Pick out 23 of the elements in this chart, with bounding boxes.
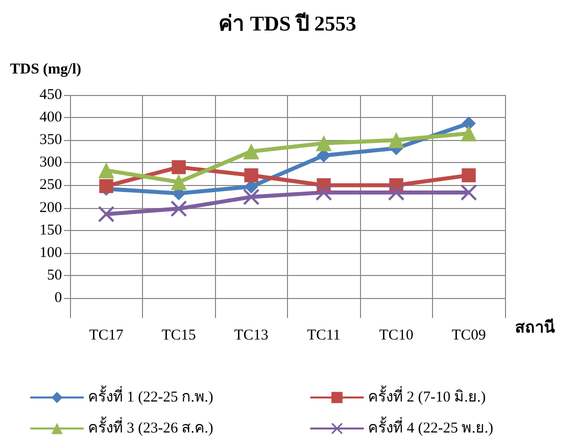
y-tick-label: 300 xyxy=(40,154,62,171)
y-tick-label: 100 xyxy=(40,244,62,261)
y-tick-label: 400 xyxy=(40,110,62,126)
y-tick-label: 50 xyxy=(47,267,62,284)
y-axis-title: TDS (mg/l) xyxy=(10,62,82,78)
y-tick-label: 200 xyxy=(40,200,62,216)
x-tick-label: TC09 xyxy=(452,328,486,344)
x-tick-label: TC13 xyxy=(234,328,268,344)
y-tick-label: 350 xyxy=(40,132,62,148)
x-tick-label: TC10 xyxy=(379,328,414,344)
x-tick-label: TC17 xyxy=(89,328,124,344)
y-tick-label: 0 xyxy=(54,290,62,306)
x-axis-title: สถานี xyxy=(515,318,555,336)
y-tick-label: 250 xyxy=(40,177,62,194)
legend-label: ครั้งที่ 4 (22-25 พ.ย.) xyxy=(368,416,494,436)
legend-label: ครั้งที่ 1 (22-25 ก.พ.) xyxy=(88,386,214,406)
y-tick-label: 450 xyxy=(40,87,62,103)
legend-label: ครั้งที่ 3 (23-26 ส.ค.) xyxy=(88,416,214,436)
legend-label: ครั้งที่ 2 (7-10 มิ.ย.) xyxy=(368,386,486,406)
chart-title: ค่า TDS ปี 2553 xyxy=(218,12,356,36)
x-tick-label: TC11 xyxy=(306,328,341,344)
y-tick-label: 150 xyxy=(40,222,62,238)
x-tick-label: TC15 xyxy=(162,328,196,344)
